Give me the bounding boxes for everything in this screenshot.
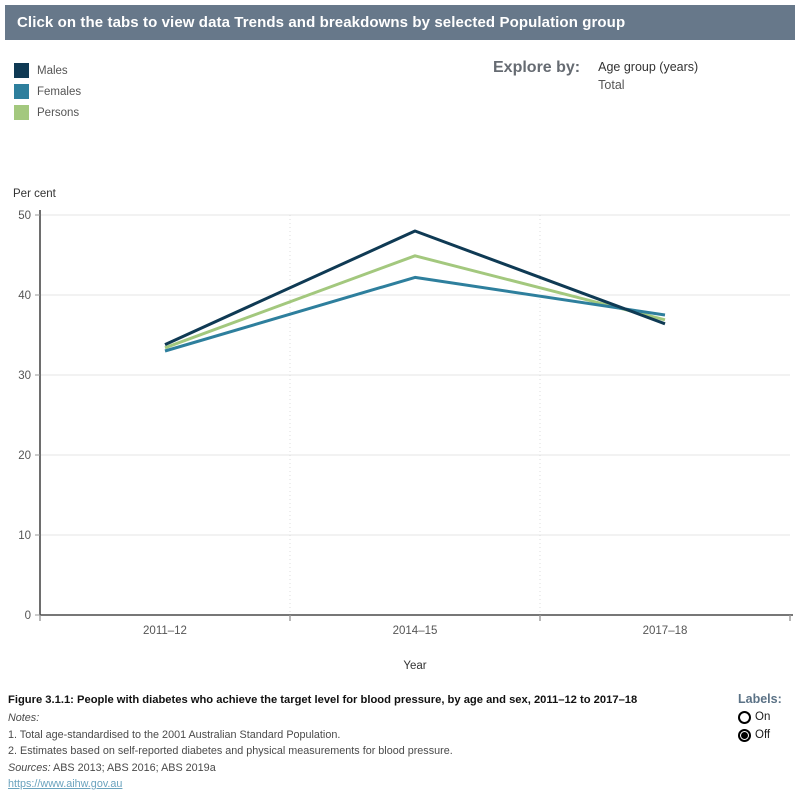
radio-off-dot (741, 731, 748, 739)
sources-text: ABS 2013; ABS 2016; ABS 2019a (53, 761, 216, 774)
legend-label: Persons (37, 106, 80, 119)
note-1: 1. Total age-standardised to the 2001 Au… (8, 728, 341, 741)
explore-by-secondary[interactable]: Total (598, 78, 625, 92)
explore-by-panel: Explore by: Age group (years) Total (493, 59, 698, 92)
radio-off-label: Off (755, 729, 771, 741)
legend-item-females[interactable]: Females (14, 84, 81, 99)
line-chart[interactable]: 0 10 20 30 40 50 2011–12 2014–15 2017–18 (0, 180, 800, 695)
legend-item-persons[interactable]: Persons (14, 105, 81, 120)
x-tick-label: 2014–15 (393, 625, 438, 637)
x-tick-label: 2011–12 (143, 625, 187, 637)
explore-by-selected[interactable]: Age group (years) (598, 60, 699, 74)
series-line-females[interactable] (164, 275, 666, 353)
notes-label: Notes: (8, 712, 40, 724)
y-tick-label: 50 (18, 210, 31, 222)
radio-on-label: On (755, 711, 771, 723)
persons-swatch (14, 105, 29, 120)
y-tick-label: 20 (18, 450, 31, 462)
legend-item-males[interactable]: Males (14, 63, 81, 78)
radio-on-circle[interactable] (738, 710, 751, 724)
y-tick-label: 40 (18, 290, 31, 302)
y-tick-label: 10 (18, 530, 31, 542)
labels-on-radio[interactable]: On (738, 708, 782, 726)
aihw-link[interactable]: https://www.aihw.gov.au (8, 778, 123, 790)
labels-control: Labels: On Off (738, 692, 782, 744)
labels-control-title: Labels: (738, 692, 782, 706)
labels-off-radio[interactable]: Off (738, 726, 782, 744)
header-title: Click on the tabs to view data Trends an… (17, 14, 626, 31)
chart-legend: Males Females Persons (14, 63, 81, 126)
y-tick-label: 30 (18, 370, 31, 382)
series-line-males[interactable] (164, 229, 666, 346)
sources-label: Sources: (8, 761, 51, 774)
legend-label: Females (37, 85, 82, 98)
series-line-persons[interactable] (164, 254, 666, 350)
chart-area[interactable]: Per cent 0 10 20 30 40 50 2011–12 2014–15 2017–1… (0, 180, 800, 695)
sources-line: Sources: ABS 2013; ABS 2016; ABS 2019a (8, 760, 723, 777)
footer: Figure 3.1.1: People with diabetes who a… (8, 694, 723, 793)
note-2: 2. Estimates based on self-reported diab… (8, 745, 453, 757)
x-axis-title: Year (403, 660, 427, 672)
males-swatch (14, 63, 29, 78)
explore-by-label: Explore by: (493, 59, 581, 76)
y-axis-title: Per cent (13, 188, 56, 200)
figure-caption: Figure 3.1.1: People with diabetes who a… (8, 694, 638, 706)
header-bar: Click on the tabs to view data Trends an… (5, 5, 795, 40)
females-swatch (14, 84, 29, 99)
legend-label: Males (37, 64, 68, 77)
x-tick-label: 2017–18 (643, 625, 688, 637)
y-tick-label: 0 (25, 610, 31, 622)
radio-off-circle[interactable] (738, 728, 751, 742)
